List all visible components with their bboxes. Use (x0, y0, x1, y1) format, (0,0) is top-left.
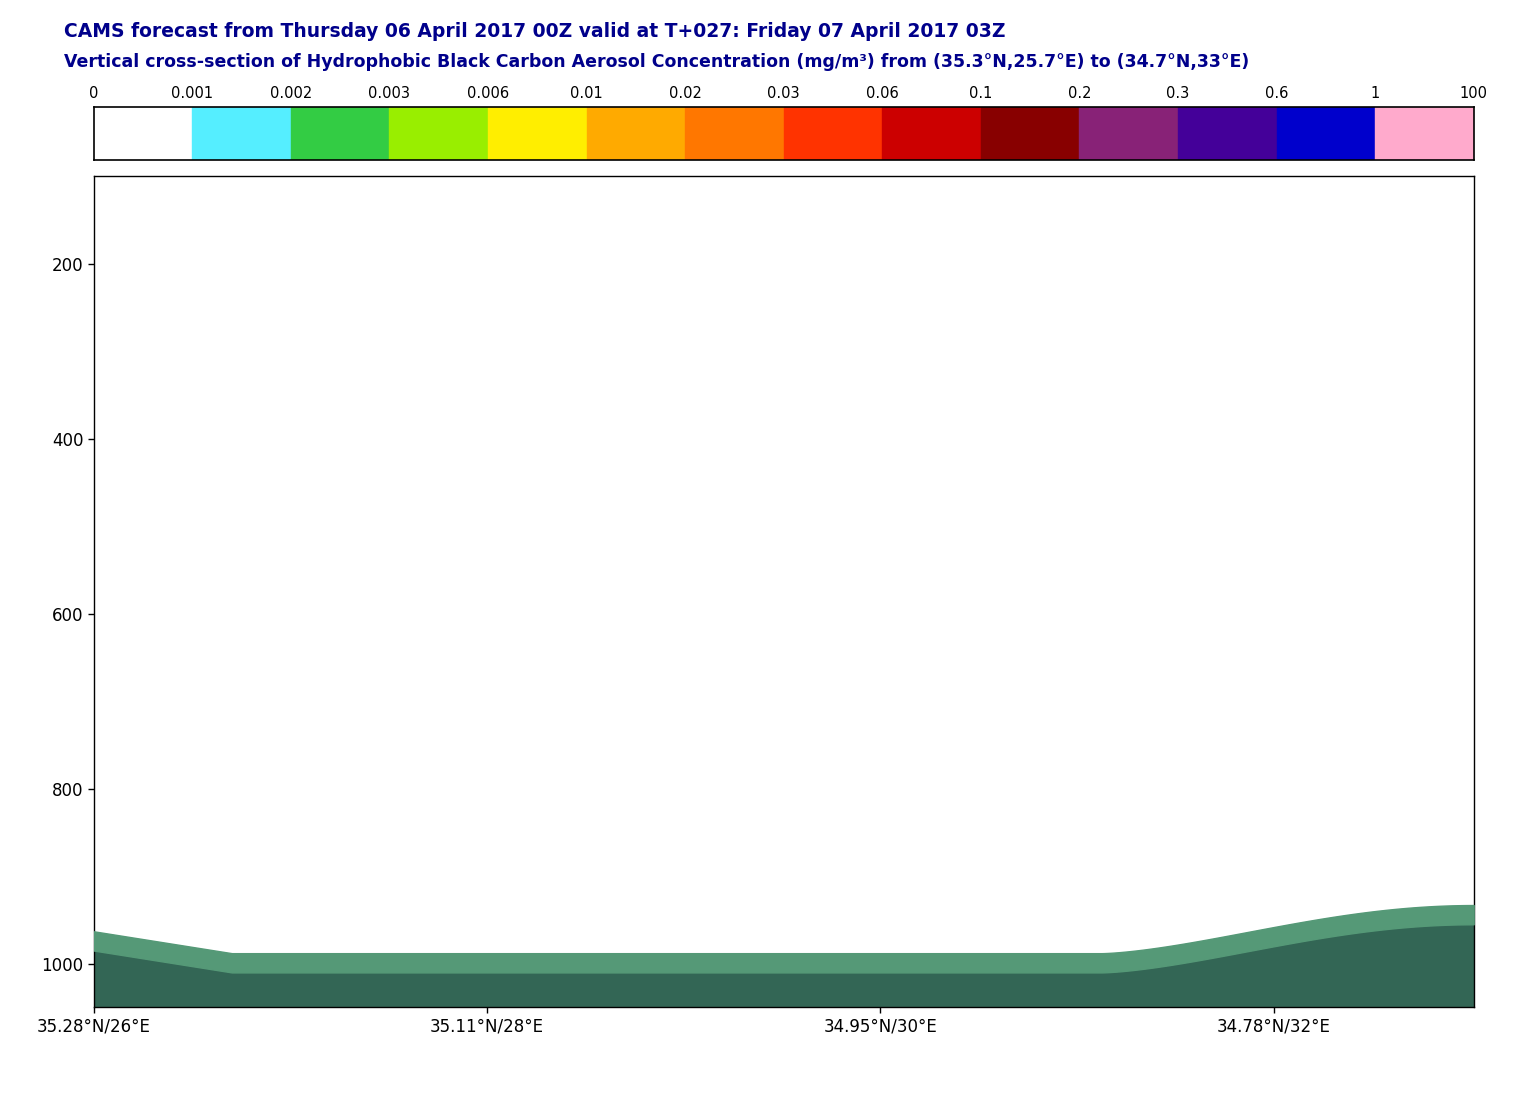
Bar (882, 107, 980, 160)
Bar (290, 107, 389, 160)
Bar (1079, 107, 1179, 160)
Bar (1277, 107, 1375, 160)
Bar (1179, 107, 1277, 160)
Bar (587, 107, 685, 160)
Text: Vertical cross-section of Hydrophobic Black Carbon Aerosol Concentration (mg/m³): Vertical cross-section of Hydrophobic Bl… (64, 53, 1248, 70)
Text: CAMS forecast from Thursday 06 April 2017 00Z valid at T+027: Friday 07 April 20: CAMS forecast from Thursday 06 April 201… (64, 22, 1005, 41)
Bar (94, 107, 192, 160)
Bar (980, 107, 1079, 160)
Bar (489, 107, 587, 160)
Bar (1375, 107, 1474, 160)
Bar (685, 107, 784, 160)
Bar (784, 107, 882, 160)
Bar (389, 107, 489, 160)
Bar (192, 107, 290, 160)
